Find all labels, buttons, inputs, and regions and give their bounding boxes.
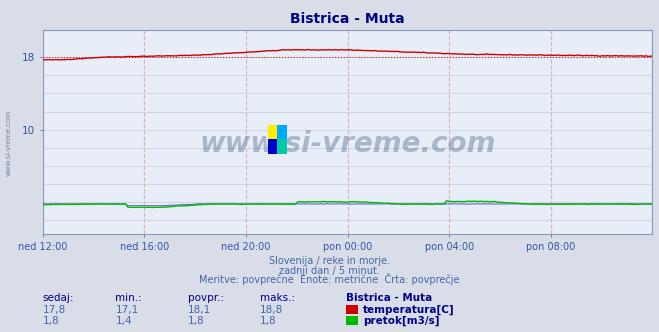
Text: 1,8: 1,8 [188,316,204,326]
Text: Slovenija / reke in morje.: Slovenija / reke in morje. [269,256,390,266]
Text: 17,8: 17,8 [43,305,66,315]
Text: www.si-vreme.com: www.si-vreme.com [200,130,496,158]
Text: Bistrica - Muta: Bistrica - Muta [346,293,432,303]
Text: Meritve: povprečne  Enote: metrične  Črta: povprečje: Meritve: povprečne Enote: metrične Črta:… [199,273,460,285]
Text: povpr.:: povpr.: [188,293,224,303]
Text: 18,8: 18,8 [260,305,283,315]
Text: pretok[m3/s]: pretok[m3/s] [363,316,440,326]
Text: 1,4: 1,4 [115,316,132,326]
Title: Bistrica - Muta: Bistrica - Muta [291,12,405,26]
Text: temperatura[C]: temperatura[C] [363,305,455,315]
Text: www.si-vreme.com: www.si-vreme.com [5,110,11,176]
Text: maks.:: maks.: [260,293,295,303]
Text: sedaj:: sedaj: [43,293,74,303]
Bar [277,124,287,139]
Text: 1,8: 1,8 [43,316,59,326]
Text: 18,1: 18,1 [188,305,211,315]
Text: zadnji dan / 5 minut.: zadnji dan / 5 minut. [279,266,380,276]
Bar [277,139,287,154]
Bar [268,139,277,154]
Text: 17,1: 17,1 [115,305,138,315]
Text: 1,8: 1,8 [260,316,277,326]
Text: min.:: min.: [115,293,142,303]
Bar [268,124,277,139]
